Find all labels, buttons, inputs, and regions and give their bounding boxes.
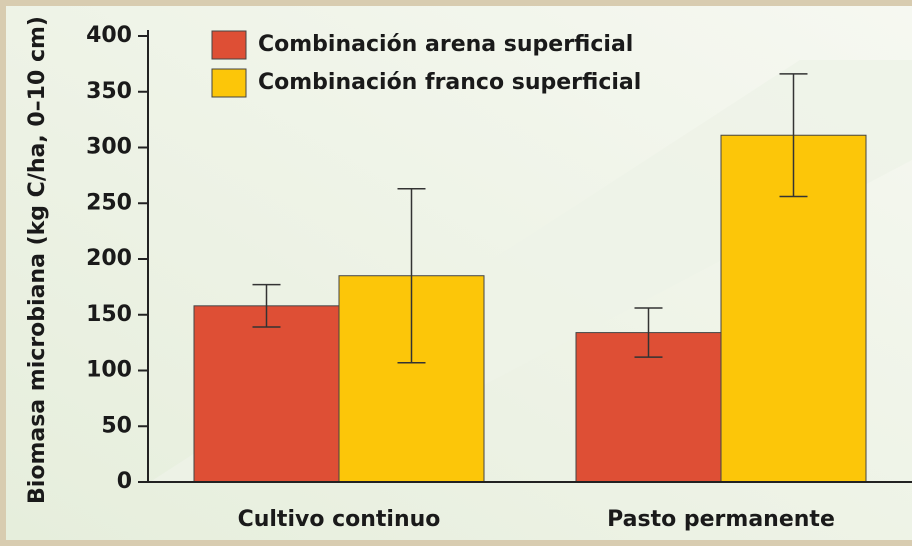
legend-swatch bbox=[211, 30, 247, 60]
y-tick-label: 400 bbox=[86, 23, 132, 48]
y-tick-label: 50 bbox=[101, 413, 132, 438]
legend-label: Combinación franco superficial bbox=[258, 70, 641, 95]
y-tick-label: 250 bbox=[86, 190, 132, 215]
x-tick-label: Pasto permanente bbox=[607, 507, 835, 532]
y-tick-label: 150 bbox=[86, 302, 132, 327]
y-tick-label: 100 bbox=[86, 358, 132, 383]
x-tick-label: Cultivo continuo bbox=[238, 507, 441, 532]
legend-label: Combinación arena superficial bbox=[258, 32, 633, 57]
y-tick-label: 200 bbox=[86, 246, 132, 271]
y-axis-label: Biomasa microbiana (kg C/ha, 0–10 cm) bbox=[25, 16, 50, 504]
y-tick-label: 350 bbox=[86, 79, 132, 104]
y-tick-label: 0 bbox=[117, 469, 132, 494]
legend-swatch bbox=[211, 68, 247, 98]
y-tick-label: 300 bbox=[86, 135, 132, 160]
bar bbox=[193, 305, 340, 483]
